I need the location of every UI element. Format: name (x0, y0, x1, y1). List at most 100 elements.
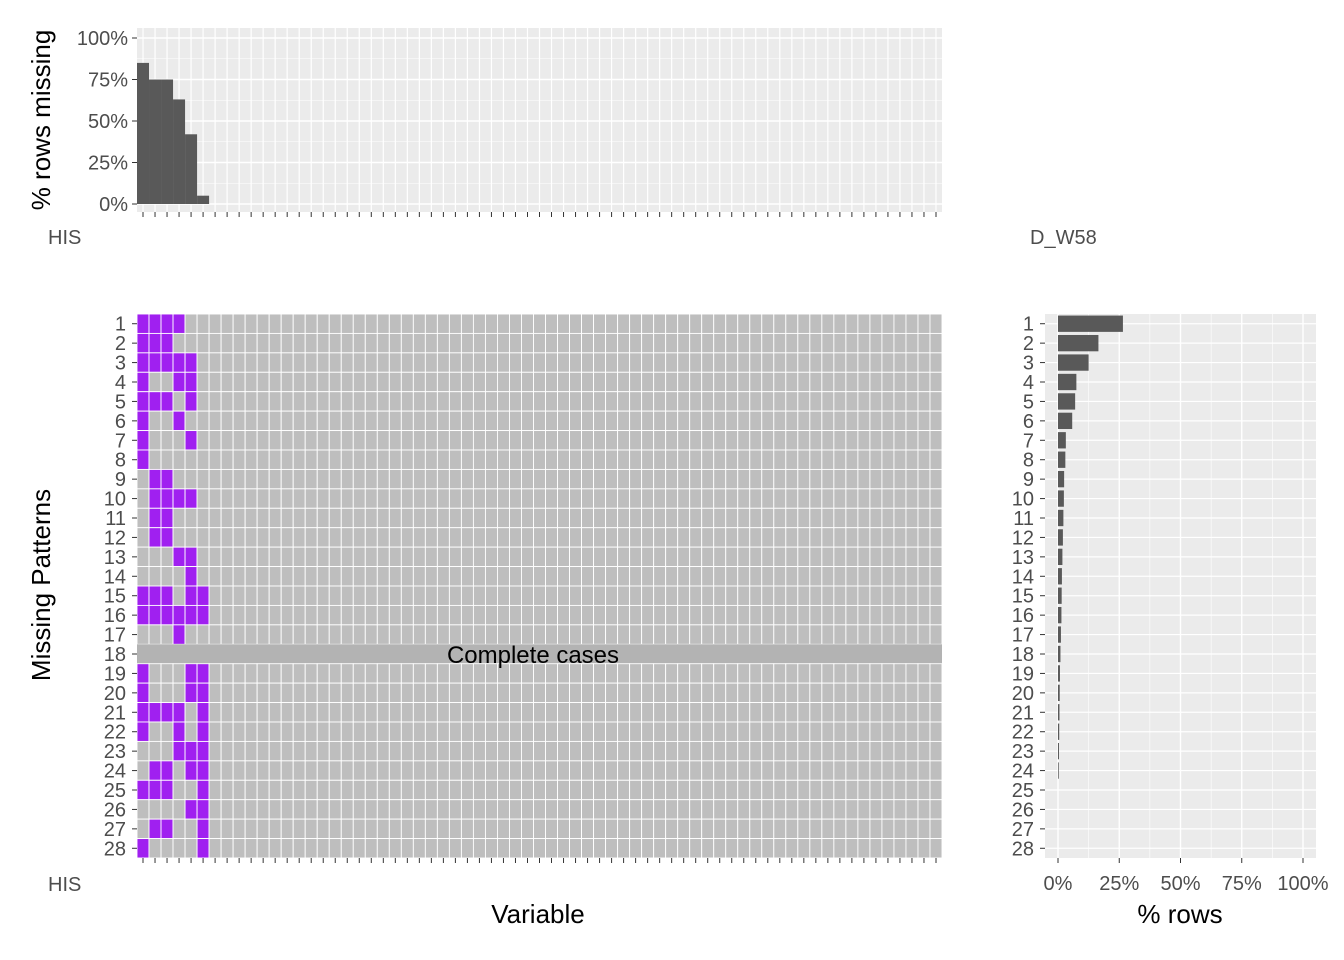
heatmap-cell-present (328, 818, 342, 840)
heatmap-cell-present (496, 430, 510, 451)
heatmap-cell-present (256, 527, 270, 548)
heatmap-cell-present (460, 371, 474, 393)
heatmap-cell-present (701, 468, 715, 490)
heatmap-cell-present (424, 546, 438, 568)
heatmap-cell-present (328, 488, 342, 509)
heatmap-cell-present (593, 760, 607, 781)
heatmap-cell-present (641, 585, 655, 606)
heatmap-cell-present (364, 371, 378, 393)
heatmap-cell-present (557, 488, 570, 509)
heatmap-cell-present (364, 663, 378, 684)
heatmap-cell-missing (184, 352, 198, 373)
heatmap-cell-present (244, 779, 258, 801)
heatmap-cell-present (220, 585, 234, 606)
right-y-tick-label: 15 (1012, 586, 1034, 608)
heatmap-cell-present (232, 527, 246, 548)
heatmap-cell-present (509, 468, 522, 490)
heatmap-cell-present (653, 507, 667, 529)
heatmap-cell-present (677, 371, 691, 393)
heatmap-cell-present (364, 799, 378, 820)
heatmap-cell-present (364, 449, 378, 470)
heatmap-cell-present (304, 585, 318, 606)
heatmap-cell-present (833, 721, 847, 742)
heatmap-cell-present (545, 449, 558, 470)
heatmap-cell-present (472, 488, 486, 509)
heatmap-cell-present (557, 721, 570, 742)
heatmap-cell-present (400, 799, 414, 820)
heatmap-cell-present (845, 430, 859, 451)
heatmap-cell-present (797, 371, 811, 393)
heatmap-cell-present (641, 799, 655, 820)
heatmap-cell-present (364, 702, 378, 723)
heatmap-cell-present (929, 838, 943, 859)
heatmap-cell-present (833, 779, 847, 801)
heatmap-cell-present (689, 566, 703, 587)
heatmap-cell-present (713, 546, 727, 568)
heatmap-cell-present (905, 838, 919, 859)
heatmap-cell-present (328, 507, 342, 529)
heatmap-cell-present (412, 410, 426, 432)
heatmap-cell-present (448, 391, 462, 412)
heatmap-cell-present (917, 624, 931, 645)
heatmap-cell-present (569, 527, 583, 548)
heatmap-cell-present (689, 352, 703, 373)
top-y-axis-label: % rows missing (26, 30, 56, 211)
heatmap-cell-present (713, 702, 727, 723)
heatmap-cell-present (593, 682, 607, 704)
heatmap-cell-present (280, 799, 294, 820)
heatmap-cell-present (316, 527, 330, 548)
heatmap-cell-present (268, 507, 282, 529)
heatmap-cell-present (689, 313, 703, 334)
heatmap-cell-missing (148, 702, 162, 723)
heatmap-cell-present (701, 332, 715, 354)
heatmap-cell-present (148, 546, 162, 568)
heatmap-cell-present (448, 313, 462, 334)
heatmap-cell-missing (196, 721, 210, 742)
heatmap-cell-present (713, 449, 727, 470)
heatmap-cell-present (797, 488, 811, 509)
heatmap-cell-present (424, 507, 438, 529)
heatmap-cell-present (388, 527, 402, 548)
heatmap-cell-present (268, 527, 282, 548)
heatmap-cell-present (412, 430, 426, 451)
heatmap-cell-present (605, 838, 619, 859)
heatmap-cell-present (641, 779, 655, 801)
heatmap-cell-missing (160, 585, 174, 606)
top-missing-bar (137, 62, 150, 205)
heatmap-cell-present (460, 352, 474, 373)
heatmap-cell-present (833, 624, 847, 645)
heatmap-cell-missing (160, 391, 174, 412)
heatmap-cell-present (400, 682, 414, 704)
heatmap-cell-present (196, 624, 210, 645)
heatmap-cell-present (352, 702, 366, 723)
heatmap-cell-present (472, 391, 486, 412)
heatmap-cell-present (496, 566, 510, 587)
heatmap-cell-present (340, 449, 354, 470)
heatmap-cell-present (797, 604, 811, 626)
heatmap-cell-present (785, 585, 799, 606)
heatmap-cell-present (569, 760, 583, 781)
heatmap-cell-present (689, 546, 703, 568)
heatmap-cell-missing (184, 488, 198, 509)
heatmap-cell-present (689, 779, 703, 801)
heatmap-cell-present (857, 391, 871, 412)
heatmap-cell-present (280, 702, 294, 723)
heatmap-cell-present (629, 585, 643, 606)
heatmap-cell-present (184, 468, 198, 490)
heatmap-cell-present (328, 449, 342, 470)
heatmap-cell-present (376, 740, 390, 762)
heatmap-cell-present (545, 838, 558, 859)
heatmap-cell-missing (148, 527, 162, 548)
heatmap-cell-present (232, 585, 246, 606)
heatmap-cell-present (352, 391, 366, 412)
heatmap-cell-present (869, 682, 883, 704)
heatmap-cell-present (677, 410, 691, 432)
right-frequency-bar (1058, 334, 1099, 352)
heatmap-cell-present (857, 566, 871, 587)
heatmap-cell-present (557, 566, 570, 587)
heatmap-cell-present (773, 740, 787, 762)
heatmap-cell-present (689, 527, 703, 548)
heatmap-cell-present (268, 585, 282, 606)
heatmap-cell-present (605, 430, 619, 451)
heatmap-cell-present (280, 585, 294, 606)
